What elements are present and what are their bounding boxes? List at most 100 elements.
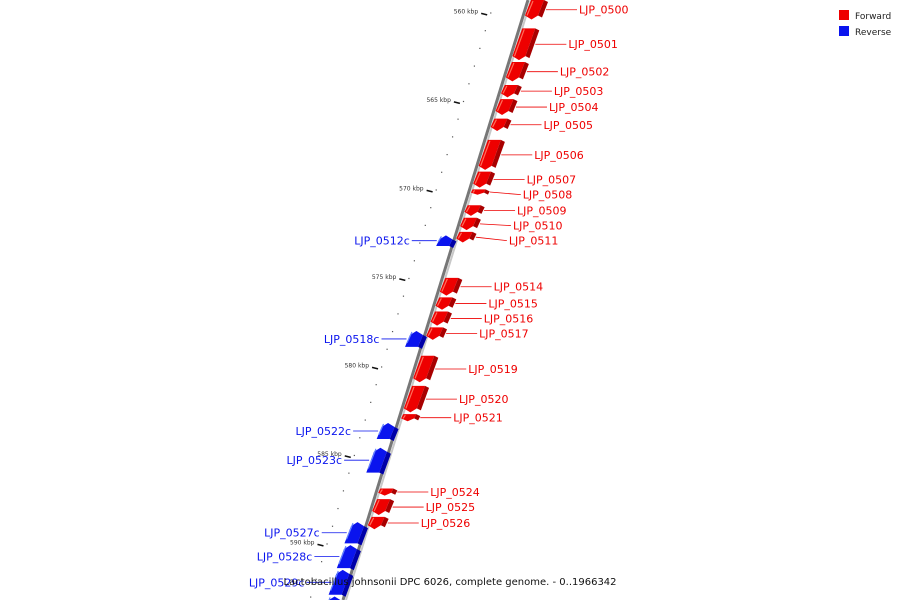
gene-feature-ljp_0505[interactable]	[490, 118, 512, 131]
gene-label-ljp_0514[interactable]: LJP_0514	[494, 281, 544, 294]
gene-feature-ljp_0521[interactable]	[401, 414, 421, 422]
gene-label-ljp_0528c[interactable]: LJP_0528c	[257, 551, 313, 564]
gene-feature-ljp_0522c[interactable]	[376, 423, 399, 441]
gene-body	[473, 171, 492, 188]
minor-tick	[315, 578, 317, 580]
major-tick-4	[371, 366, 379, 370]
label-leader	[479, 223, 511, 227]
gene-feature-ljp_0517[interactable]	[426, 327, 448, 340]
gene-label-ljp_0519[interactable]: LJP_0519	[468, 363, 518, 376]
gene-side	[389, 427, 399, 441]
gene-feature-ljp_0516[interactable]	[430, 311, 452, 326]
gene-feature-ljp_0509[interactable]	[464, 205, 485, 216]
gene-feature-ljp_0504[interactable]	[495, 99, 518, 116]
label-leader	[489, 191, 521, 196]
gene-feature-ljp_0507[interactable]	[473, 171, 496, 188]
gene-label-ljp_0517[interactable]: LJP_0517	[479, 328, 529, 341]
gene-highlight	[378, 423, 385, 436]
minor-tick	[364, 419, 366, 421]
gene-body	[505, 61, 525, 82]
gene-highlight	[526, 0, 534, 16]
gene-feature-ljp_0514[interactable]	[439, 277, 463, 296]
gene-label-ljp_0508[interactable]: LJP_0508	[523, 189, 573, 202]
gene-feature-ljp_0503[interactable]	[500, 84, 522, 98]
label-leader	[475, 236, 507, 242]
gene-label-ljp_0523c[interactable]: LJP_0523c	[287, 454, 343, 467]
gene-label-ljp_0516[interactable]: LJP_0516	[484, 313, 534, 326]
minor-tick	[462, 100, 465, 103]
gene-feature-ljp_0501[interactable]	[512, 28, 540, 61]
minor-tick	[391, 330, 394, 333]
gene-label-ljp_0509[interactable]: LJP_0509	[517, 205, 567, 218]
gene-feature-ljp_0519[interactable]	[413, 355, 439, 383]
gene-label-ljp_0503[interactable]: LJP_0503	[554, 85, 604, 98]
strand-legend: Forward Reverse	[839, 10, 892, 38]
gene-label-ljp_0526[interactable]: LJP_0526	[421, 517, 471, 530]
gene-side	[443, 311, 452, 324]
gene-side	[379, 451, 391, 475]
gene-label-ljp_0506[interactable]: LJP_0506	[534, 149, 584, 162]
gene-feature-ljp_0529c[interactable]	[328, 569, 354, 597]
gene-feature-ljp_0530c[interactable]	[320, 596, 345, 600]
minor-tick	[381, 366, 383, 368]
gene-label-ljp_0504[interactable]: LJP_0504	[549, 101, 599, 114]
gene-feature-ljp_0500[interactable]	[524, 0, 548, 20]
gene-feature-ljp_0526[interactable]	[367, 516, 389, 530]
gene-feature-ljp_0524[interactable]	[378, 488, 398, 496]
tick-label-2: 570 kbp	[399, 185, 424, 192]
gene-label-ljp_0510[interactable]: LJP_0510	[513, 220, 563, 233]
gene-feature-ljp_0511[interactable]	[456, 231, 477, 243]
gene-feature-ljp_0528c[interactable]	[336, 545, 361, 571]
gene-label-ljp_0518c[interactable]: LJP_0518c	[324, 333, 380, 346]
gene-feature-ljp_0518c[interactable]	[405, 330, 427, 349]
gene-feature-ljp_0525[interactable]	[372, 499, 395, 516]
gene-body	[376, 423, 395, 439]
minor-tick	[413, 260, 415, 262]
gene-feature-ljp_0527c[interactable]	[344, 522, 369, 546]
gene-side	[537, 0, 548, 18]
gene-body	[328, 596, 341, 600]
gene-feature-ljp_0506[interactable]	[478, 139, 505, 170]
minor-tick	[348, 472, 350, 474]
gene-feature-ljp_0520[interactable]	[403, 385, 430, 413]
gene-feature-ljp_0515[interactable]	[435, 297, 457, 310]
gene-feature-ljp_0510[interactable]	[460, 217, 481, 231]
gene-side	[503, 118, 512, 129]
gene-side	[357, 526, 369, 546]
gene-feature-ljp_0523c[interactable]	[366, 447, 391, 475]
gene-label-ljp_0520[interactable]: LJP_0520	[459, 393, 509, 406]
gene-label-ljp_0522c[interactable]: LJP_0522c	[296, 425, 352, 438]
minor-tick	[310, 596, 312, 598]
gene-label-ljp_0515[interactable]: LJP_0515	[488, 298, 538, 311]
gene-label-ljp_0521[interactable]: LJP_0521	[453, 412, 503, 425]
minor-tick	[337, 507, 339, 510]
gene-highlight	[338, 545, 347, 565]
gene-feature-ljp_0502[interactable]	[505, 61, 529, 82]
gene-body	[328, 569, 350, 595]
gene-highlight	[406, 331, 413, 344]
minor-tick	[402, 295, 405, 297]
gene-body	[439, 277, 459, 296]
gene-feature-ljp_0508[interactable]	[470, 189, 490, 195]
gene-side	[491, 139, 505, 168]
gene-highlight	[369, 517, 375, 526]
minor-tick	[468, 83, 470, 85]
tick-label-6: 590 kbp	[290, 539, 315, 546]
backbone-line	[341, 0, 530, 600]
tick-label-1: 565 kbp	[426, 97, 451, 104]
gene-label-ljp_0511[interactable]: LJP_0511	[509, 235, 559, 248]
minor-tick	[473, 65, 476, 67]
gene-label-ljp_0525[interactable]: LJP_0525	[426, 501, 476, 514]
gene-label-ljp_0502[interactable]: LJP_0502	[560, 66, 610, 79]
gene-label-ljp_0512c[interactable]: LJP_0512c	[354, 235, 410, 248]
gene-label-ljp_0500[interactable]: LJP_0500	[579, 4, 629, 17]
gene-label-ljp_0529c[interactable]: LJP_0529c	[249, 576, 305, 589]
gene-label-ljp_0505[interactable]: LJP_0505	[544, 119, 594, 132]
gene-label-ljp_0527c[interactable]: LJP_0527c	[264, 527, 320, 540]
gene-label-ljp_0507[interactable]: LJP_0507	[527, 174, 577, 187]
gene-feature-ljp_0512c[interactable]	[436, 235, 457, 249]
gene-body	[372, 499, 391, 516]
gene-label-ljp_0501[interactable]: LJP_0501	[568, 38, 618, 51]
minor-tick	[441, 171, 443, 173]
gene-label-ljp_0524[interactable]: LJP_0524	[430, 486, 480, 499]
